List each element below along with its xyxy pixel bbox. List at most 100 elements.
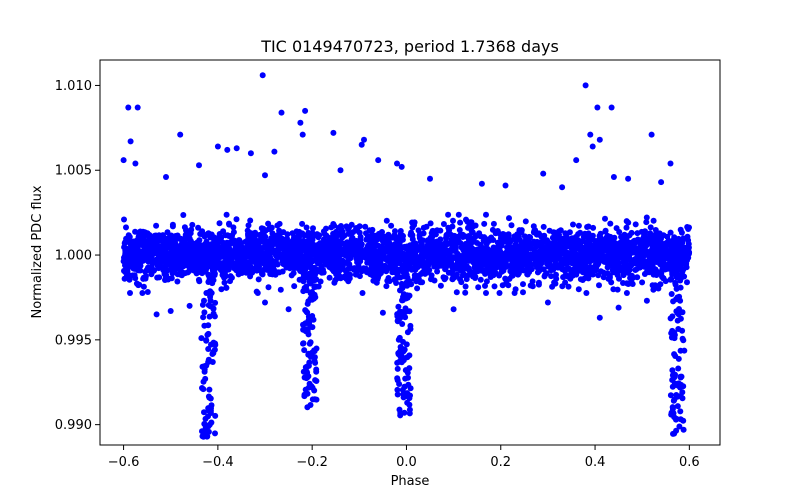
data-point: [589, 271, 596, 278]
data-point: [124, 237, 130, 244]
data-point: [375, 251, 382, 258]
outlier-point: [358, 141, 365, 148]
data-point: [416, 232, 423, 239]
outlier-point: [625, 175, 632, 182]
data-point: [460, 251, 467, 258]
data-point: [541, 273, 548, 280]
data-point: [191, 252, 197, 258]
data-point: [477, 253, 484, 260]
data-point: [475, 246, 481, 253]
eclipse-point: [675, 311, 682, 318]
eclipse-point: [402, 314, 409, 321]
data-point: [482, 282, 488, 289]
data-point: [607, 220, 614, 227]
outlier-point: [186, 302, 193, 309]
data-point: [431, 263, 438, 270]
data-point: [217, 238, 223, 245]
outlier-point: [658, 179, 665, 186]
data-point: [514, 235, 521, 242]
data-point: [324, 246, 331, 253]
outlier-point: [643, 297, 650, 304]
data-point: [623, 241, 630, 248]
outlier-point: [127, 138, 134, 145]
eclipse-point: [669, 404, 676, 411]
eclipse-point: [672, 371, 678, 378]
data-point: [616, 229, 623, 235]
data-point: [236, 241, 243, 248]
x-tick-label: 0.0: [396, 455, 417, 470]
data-point: [517, 260, 524, 267]
eclipse-point: [302, 364, 309, 371]
data-point: [468, 219, 475, 226]
eclipse-point: [309, 289, 315, 295]
eclipse-point: [679, 327, 686, 334]
data-point: [590, 224, 597, 231]
data-point: [650, 286, 657, 293]
data-point: [369, 226, 376, 233]
data-point: [437, 282, 444, 289]
data-point: [594, 261, 601, 267]
data-point: [247, 262, 253, 269]
data-point: [399, 236, 406, 243]
data-point: [261, 252, 268, 259]
data-point: [313, 249, 320, 255]
data-point: [247, 217, 254, 224]
data-point: [215, 254, 222, 261]
data-point: [201, 233, 208, 240]
data-point: [224, 253, 231, 260]
data-point: [411, 260, 418, 266]
data-point: [596, 282, 602, 289]
data-point: [643, 219, 650, 226]
data-point: [146, 242, 153, 249]
eclipse-point: [205, 393, 212, 400]
data-point: [442, 239, 449, 246]
data-point: [660, 232, 667, 239]
data-point: [276, 242, 283, 249]
data-point: [411, 272, 418, 279]
data-point: [351, 265, 358, 272]
data-point: [284, 231, 291, 238]
data-point: [353, 240, 360, 246]
data-point: [218, 286, 225, 293]
data-point: [211, 243, 218, 250]
data-point: [154, 274, 161, 281]
outlier-point: [648, 131, 655, 138]
data-point: [495, 254, 502, 261]
data-point: [161, 271, 168, 277]
data-point: [276, 238, 283, 244]
eclipse-point: [199, 385, 205, 391]
data-point: [584, 256, 590, 263]
data-point: [329, 266, 336, 273]
data-point: [267, 254, 274, 261]
data-point: [619, 235, 626, 242]
outlier-point: [337, 167, 344, 174]
data-point: [606, 275, 613, 282]
data-point: [641, 263, 648, 270]
data-point: [277, 286, 284, 293]
data-point: [432, 258, 439, 265]
data-point: [318, 269, 325, 276]
eclipse-point: [210, 277, 217, 284]
data-point: [221, 279, 228, 286]
data-point: [658, 269, 665, 276]
outlier-point: [596, 136, 603, 143]
data-point: [260, 257, 267, 264]
data-point: [560, 274, 567, 281]
outlier-point: [379, 309, 386, 316]
data-point: [449, 263, 456, 269]
eclipse-point: [204, 433, 211, 440]
data-point: [505, 282, 512, 289]
data-point: [169, 270, 176, 277]
eclipse-point: [398, 280, 405, 287]
data-point: [223, 211, 230, 218]
data-point: [226, 233, 232, 239]
data-point: [121, 258, 127, 265]
data-point: [255, 276, 262, 283]
data-point: [562, 267, 569, 274]
data-point: [527, 255, 534, 262]
data-point: [375, 264, 382, 271]
data-point: [481, 220, 488, 227]
outlier-point: [299, 131, 306, 138]
data-point: [255, 260, 262, 267]
data-point: [604, 264, 611, 271]
